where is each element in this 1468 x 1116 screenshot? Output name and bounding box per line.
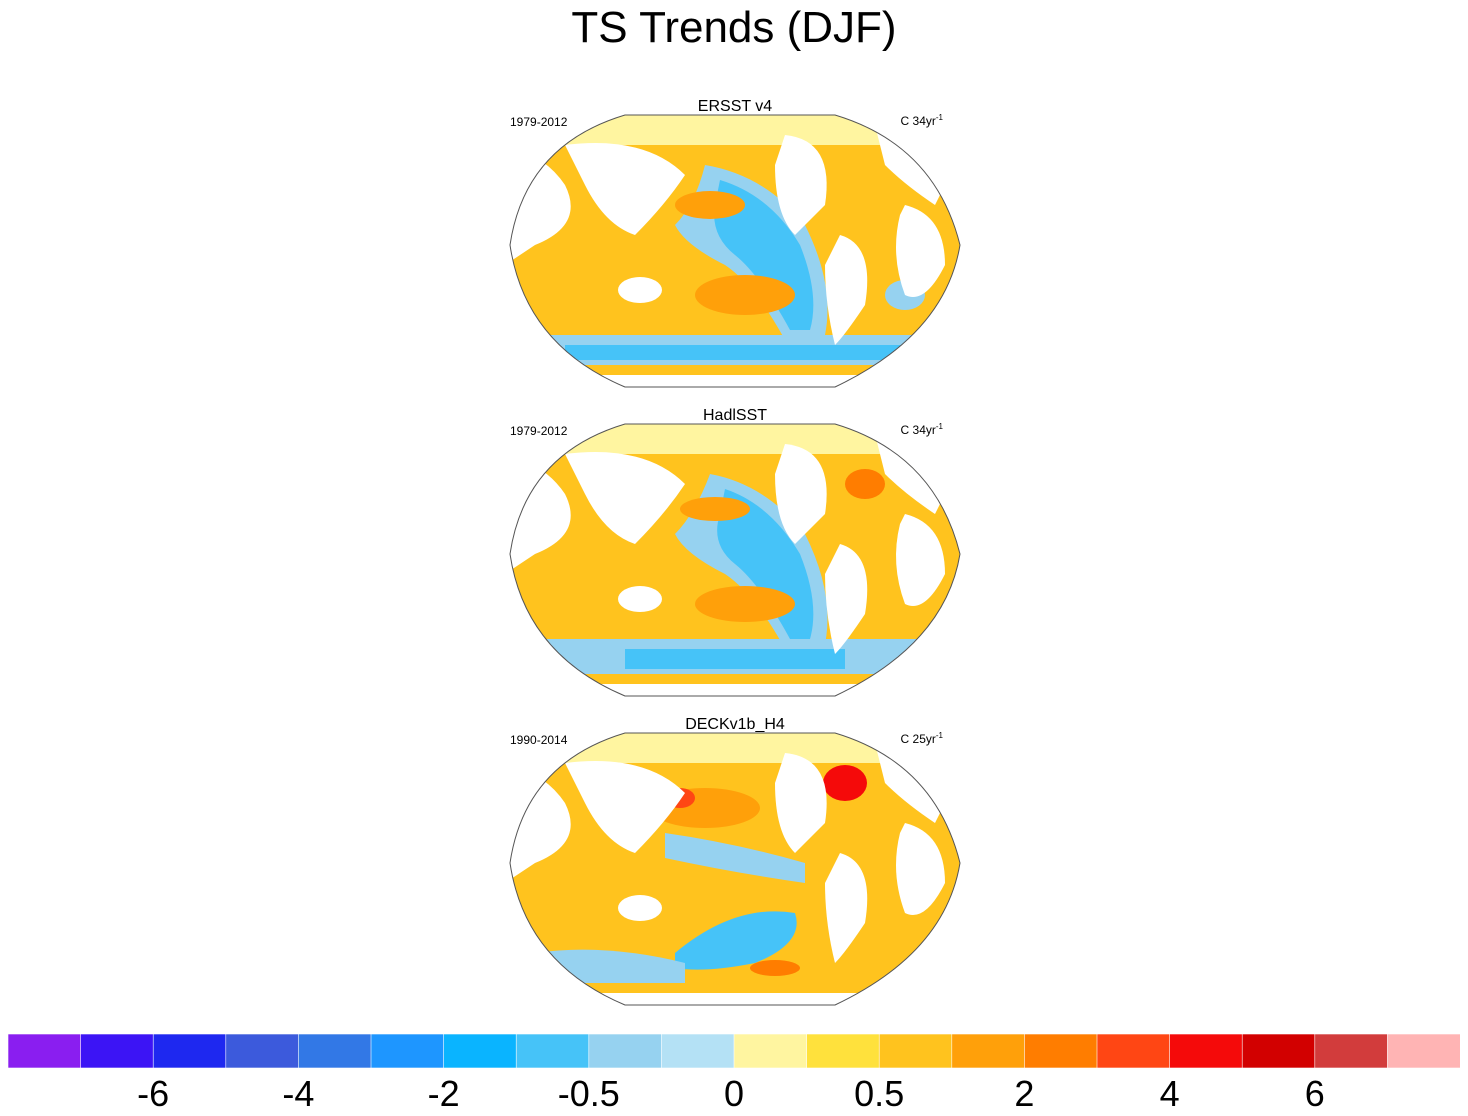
colorbar-swatch — [298, 1034, 372, 1068]
colorbar-swatch — [1314, 1034, 1389, 1068]
panel-period: 1979-2012 — [510, 424, 568, 438]
panel-units: C 25yr-1 — [900, 731, 943, 746]
colorbar — [8, 1034, 1460, 1068]
colorbar-swatch — [1241, 1034, 1316, 1068]
map-panel-hadisst: HadlSST 1979-2012 C 34yr-1 — [505, 407, 965, 714]
colorbar-tick-label: 2 — [1014, 1073, 1035, 1114]
colorbar-swatch — [733, 1034, 808, 1068]
panel-title: DECKv1b_H4 — [685, 716, 785, 733]
colorbar-swatch — [8, 1034, 82, 1068]
panel-units: C 34yr-1 — [900, 113, 943, 128]
panel-units: C 34yr-1 — [900, 422, 943, 437]
colorbar-swatch — [1024, 1034, 1098, 1068]
colorbar-tick-label: 0.5 — [854, 1073, 905, 1114]
panel-title: ERSST v4 — [697, 98, 773, 115]
trend-map-ersst — [509, 114, 961, 388]
colorbar-swatch — [225, 1034, 300, 1068]
colorbar-swatch — [515, 1034, 590, 1068]
figure-title: TS Trends (DJF) — [571, 3, 897, 52]
colorbar-swatch — [806, 1034, 880, 1068]
colorbar-labels: -6 -4 -2 -0.5 0 0.5 2 4 6 — [0, 1072, 1468, 1116]
colorbar-swatch — [80, 1034, 154, 1068]
colorbar-swatch — [878, 1034, 953, 1068]
trend-map-deck — [509, 732, 961, 1006]
colorbar-swatch — [370, 1034, 445, 1068]
map-panel-ersst: ERSST v4 1979-2012 C 34yr-1 — [505, 98, 965, 405]
colorbar-swatch — [661, 1034, 735, 1068]
colorbar-swatch — [443, 1034, 518, 1068]
colorbar-swatch — [588, 1034, 663, 1068]
colorbar-tick-label: -2 — [427, 1073, 460, 1114]
colorbar-tick-label: -6 — [137, 1073, 170, 1114]
colorbar-swatch — [951, 1034, 1026, 1068]
colorbar-tick-label: -0.5 — [557, 1073, 620, 1114]
panel-title: HadlSST — [702, 407, 768, 424]
colorbar-swatch — [1096, 1034, 1171, 1068]
colorbar-tick-label: 4 — [1159, 1073, 1180, 1114]
colorbar-swatch — [1169, 1034, 1243, 1068]
colorbar-swatch — [1387, 1034, 1460, 1068]
map-panel-deck: DECKv1b_H4 1990-2014 C 25yr-1 — [505, 716, 965, 1023]
panel-period: 1979-2012 — [510, 115, 568, 129]
colorbar-tick-label: -4 — [282, 1073, 315, 1114]
colorbar-tick-label: 6 — [1304, 1073, 1325, 1114]
panel-period: 1990-2014 — [510, 733, 568, 747]
colorbar-tick-label: 0 — [723, 1073, 745, 1114]
colorbar-swatch — [152, 1034, 227, 1068]
trend-map-hadisst — [509, 423, 961, 697]
